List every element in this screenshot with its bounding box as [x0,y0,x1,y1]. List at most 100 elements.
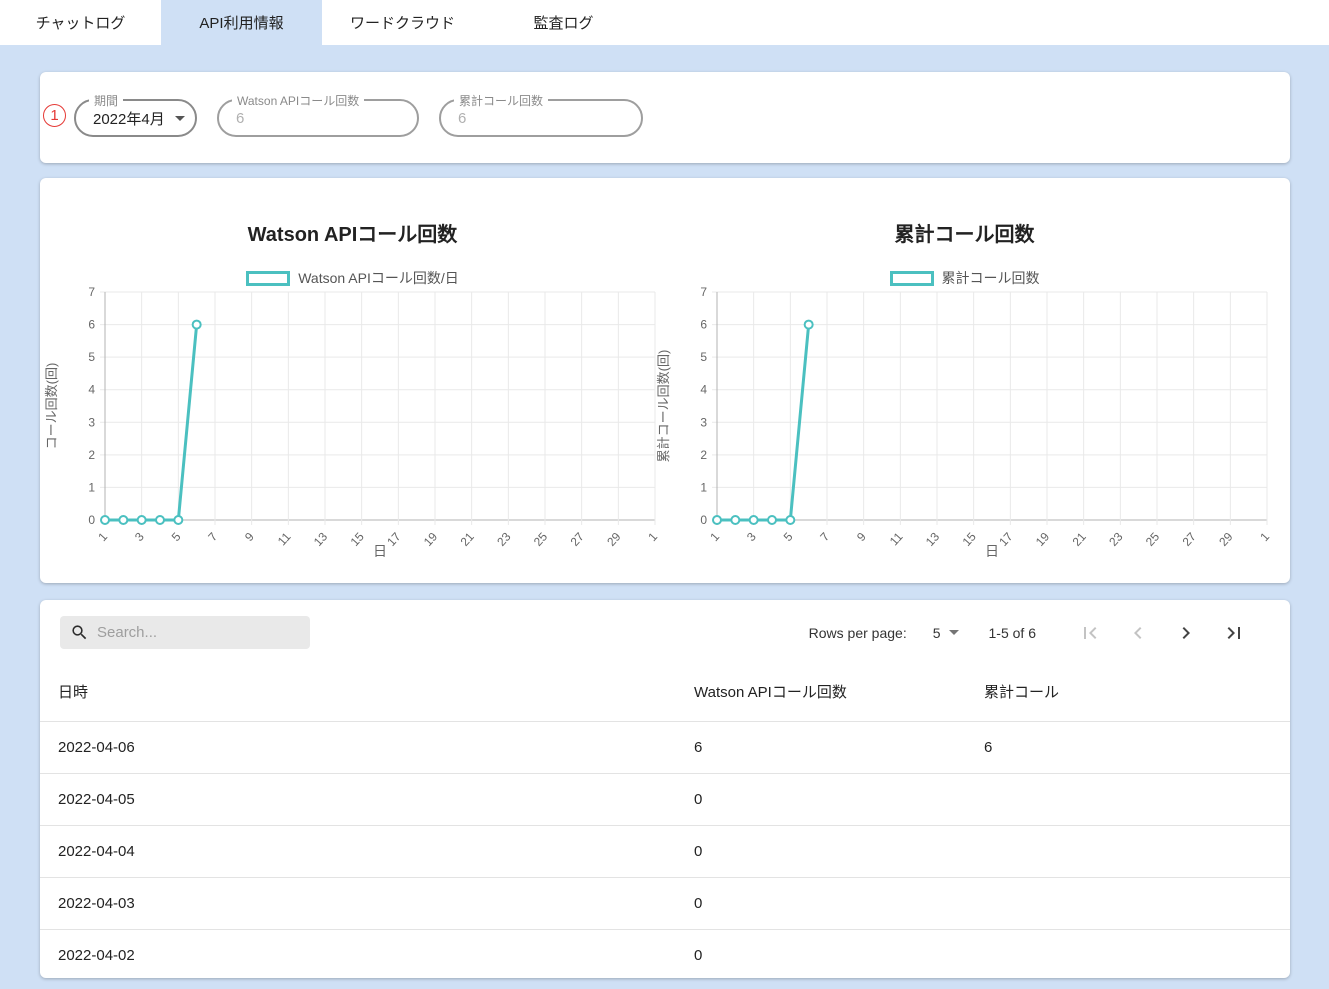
cell-date: 2022-04-05 [40,772,676,825]
svg-text:3: 3 [744,529,759,544]
total-calls-value: 6 [458,109,467,127]
total-chart-legend: 累計コール回数 [652,268,1277,288]
filter-row: 期間 2022年4月 Watson APIコール回数 6 累計コール回数 6 [74,92,643,137]
svg-text:0: 0 [700,513,707,527]
tab-api-usage[interactable]: API利用情報 [161,0,322,45]
column-header-total-calls: 累計コール [984,683,1060,701]
svg-text:5: 5 [169,529,184,544]
cell-total-calls [966,824,1290,877]
svg-text:5: 5 [700,350,707,364]
cell-date: 2022-04-06 [40,720,676,773]
cell-date: 2022-04-04 [40,824,676,877]
svg-text:17: 17 [384,529,404,549]
table-row[interactable]: 2022-04-06 6 6 [40,720,1290,773]
cell-date: 2022-04-03 [40,876,676,929]
svg-text:13: 13 [311,529,331,549]
svg-text:5: 5 [781,529,796,544]
watson-calls-field: Watson APIコール回数 6 [217,92,419,137]
tab-bar: チャットログ API利用情報 ワードクラウド 監査ログ [0,0,1329,45]
svg-text:1: 1 [700,480,707,494]
total-calls-chart-panel: 累計コール回数 累計コール回数 0 1 2 3 4 5 6 7 1 3 5 7 9 11 13 15 17 19 2… [652,198,1277,578]
table-card: Rows per page: 5 1-5 of 6 [40,600,1290,981]
svg-text:27: 27 [1180,529,1200,549]
last-page-button[interactable] [1222,621,1246,645]
svg-text:4: 4 [88,383,95,397]
column-header-date: 日時 [58,683,89,701]
svg-text:13: 13 [923,529,943,549]
cell-watson-calls: 0 [676,928,966,981]
svg-text:5: 5 [88,350,95,364]
svg-text:11: 11 [275,529,294,548]
next-page-button[interactable] [1174,621,1198,645]
first-page-button[interactable] [1078,621,1102,645]
period-select[interactable]: 期間 2022年4月 [74,92,197,137]
rows-per-page-label: Rows per page: [808,624,907,641]
watson-chart-legend: Watson APIコール回数/日 [40,268,665,288]
table-row[interactable]: 2022-04-02 0 [40,928,1290,981]
svg-text:21: 21 [1070,529,1090,549]
page-range-label: 1-5 of 6 [988,624,1036,641]
filter-card: 1 期間 2022年4月 Watson APIコール回数 6 累計コール回数 6 [40,72,1290,163]
watson-calls-label: Watson APIコール回数 [232,92,365,109]
search-input[interactable] [97,624,300,641]
first-page-icon [1084,626,1097,639]
period-value: 2022年4月 [93,110,165,128]
watson-calls-value: 6 [236,109,245,127]
search-box [60,616,310,649]
svg-text:2: 2 [700,448,707,462]
svg-text:21: 21 [458,529,478,549]
rows-per-page-select[interactable]: 5 [933,625,959,641]
svg-text:1: 1 [95,529,110,544]
chevron-down-icon [948,630,959,635]
tab-chat-log[interactable]: チャットログ [35,15,126,32]
svg-text:2: 2 [88,448,95,462]
svg-text:19: 19 [1033,529,1053,549]
svg-text:11: 11 [887,529,906,548]
total-chart-legend-label: 累計コール回数 [941,270,1040,286]
svg-text:3: 3 [88,415,95,429]
tab-audit-log[interactable]: 監査ログ [533,15,594,32]
svg-text:日: 日 [985,543,999,559]
svg-text:15: 15 [348,529,368,549]
chevron-down-icon [174,115,185,121]
cell-watson-calls: 0 [676,772,966,825]
svg-text:累計コール回数(回): 累計コール回数(回) [656,350,671,463]
svg-text:コール回数(回): コール回数(回) [44,363,59,450]
svg-text:7: 7 [700,286,707,299]
svg-text:3: 3 [132,529,147,544]
pagination: Rows per page: 5 1-5 of 6 [809,616,1246,649]
legend-swatch-icon [246,270,291,286]
svg-text:19: 19 [421,529,441,549]
svg-text:23: 23 [494,529,514,549]
cell-date: 2022-04-02 [40,928,676,981]
svg-text:9: 9 [854,529,869,544]
table-row[interactable]: 2022-04-04 0 [40,824,1290,877]
cell-watson-calls: 6 [676,720,966,773]
tab-word-cloud[interactable]: ワードクラウド [349,15,455,32]
svg-text:6: 6 [700,318,707,332]
svg-text:29: 29 [1216,529,1236,549]
svg-text:15: 15 [960,529,980,549]
svg-text:17: 17 [996,529,1016,549]
watson-chart-legend-label: Watson APIコール回数/日 [298,270,459,286]
previous-page-button[interactable] [1126,621,1150,645]
cell-total-calls [966,876,1290,929]
svg-text:3: 3 [700,415,707,429]
svg-text:29: 29 [604,529,624,549]
svg-text:4: 4 [700,383,707,397]
table-row[interactable]: 2022-04-05 0 [40,772,1290,825]
chevron-left-icon [1134,626,1142,639]
usage-table: 日時 Watson APIコール回数 累計コール 2022-04-06 6 6 … [40,662,1290,981]
cell-watson-calls: 0 [676,876,966,929]
svg-text:7: 7 [88,286,95,299]
table-header-row: 日時 Watson APIコール回数 累計コール [40,662,1290,721]
svg-text:25: 25 [1143,529,1163,549]
svg-text:1: 1 [88,480,95,494]
svg-text:7: 7 [817,529,832,544]
table-row[interactable]: 2022-04-03 0 [40,876,1290,929]
svg-text:1: 1 [707,529,722,544]
total-calls-label: 累計コール回数 [454,92,549,109]
